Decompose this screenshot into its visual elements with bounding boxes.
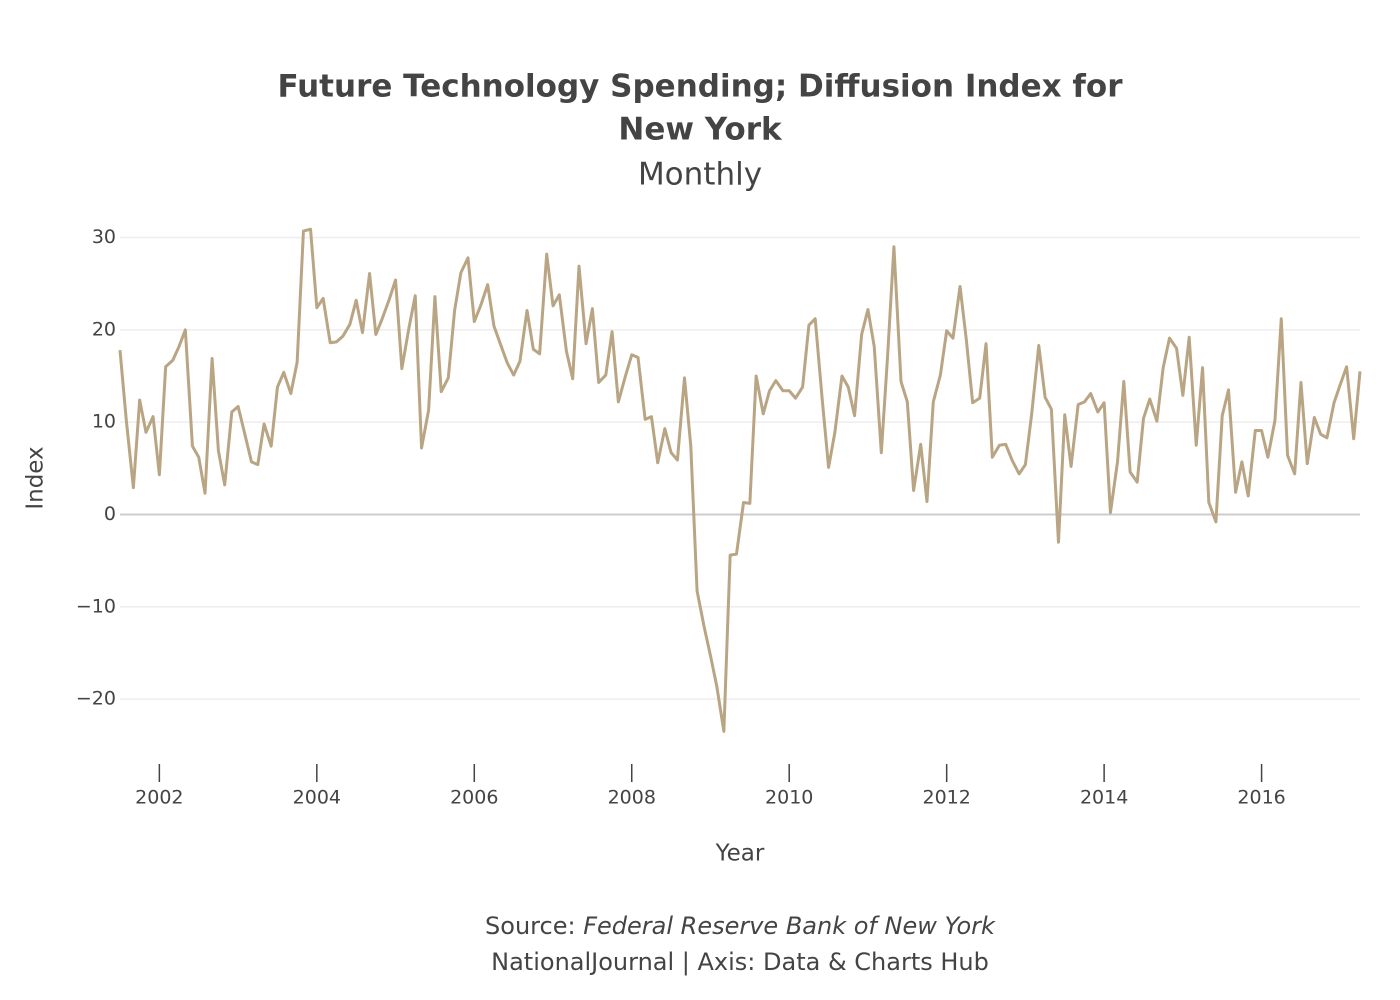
x-tick-label: 2004 [293, 787, 341, 809]
x-axis-label: Year [715, 841, 765, 867]
x-tick-label: 2014 [1080, 787, 1128, 809]
chart-title: Future Technology Spending; Diffusion In… [277, 69, 1123, 105]
y-tick-label: 30 [92, 226, 116, 248]
x-tick-label: 2006 [450, 787, 498, 809]
chart-title: New York [618, 112, 783, 148]
chart-subtitle: Monthly [638, 157, 762, 193]
data-line [118, 227, 1362, 733]
y-tick-label: 10 [92, 411, 116, 433]
y-tick-label: −20 [76, 688, 116, 710]
source-label: Source: [485, 912, 576, 940]
source-name: Federal Reserve Bank of New York [583, 912, 996, 940]
y-tick-label: −10 [76, 595, 116, 617]
x-tick-label: 2012 [922, 787, 970, 809]
y-tick-label: 20 [92, 318, 116, 340]
x-tick-label: 2002 [135, 787, 183, 809]
credit: NationalJournal | Axis: Data & Charts Hu… [491, 948, 989, 976]
x-tick-label: 2016 [1237, 787, 1285, 809]
x-tick-label: 2010 [765, 787, 813, 809]
x-tick-label: 2008 [608, 787, 656, 809]
y-tick-label: 0 [104, 503, 116, 525]
y-axis-label: Index [23, 446, 49, 509]
source: Source: Federal Reserve Bank of New York [485, 912, 996, 940]
